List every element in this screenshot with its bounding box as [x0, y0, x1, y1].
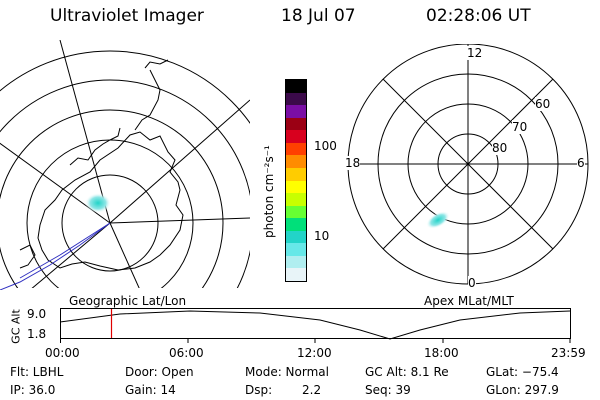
colorbar-segment: [286, 218, 306, 231]
altitude-axis-label: GC Alt: [9, 309, 23, 344]
mlt-0-label: 0: [468, 276, 476, 290]
geographic-map: [0, 40, 250, 290]
gc-alt-info: GC Alt: 8.1 Re: [365, 365, 449, 379]
colorbar-segment: [286, 243, 306, 256]
mlat-60-label: 60: [535, 97, 551, 111]
glon-info: GLon: 297.9: [486, 383, 559, 397]
glat-info: GLat: −75.4: [486, 365, 559, 379]
time-tick-2359: 23:59: [551, 346, 586, 360]
colorbar-tick-100: 100: [314, 139, 337, 153]
intensity-colorbar: [285, 79, 307, 282]
mlt-18-label: 18: [345, 156, 361, 170]
time-tick-1800: 18:00: [424, 346, 459, 360]
colorbar-segment: [286, 105, 306, 118]
instrument-title: Ultraviolet Imager: [50, 6, 204, 26]
gain-info: Gain: 14: [125, 383, 176, 397]
colorbar-segment: [286, 155, 306, 168]
apex-map: [347, 44, 589, 285]
aurora-patch-apex: [426, 211, 450, 229]
time-tick-0000: 00:00: [45, 346, 80, 360]
dsp-value: 2.2: [302, 383, 322, 397]
colorbar-segment: [286, 117, 306, 131]
geographic-caption: Geographic Lat/Lon: [69, 294, 187, 308]
colorbar-segment: [286, 142, 306, 156]
colorbar-segment: [286, 193, 306, 206]
aurora-patch-geo: [85, 193, 111, 213]
colorbar-segment: [286, 255, 306, 269]
altitude-ymin: 1.8: [27, 327, 47, 341]
altitude-plot: [60, 308, 571, 343]
mode-info: Mode: Normal: [245, 365, 329, 379]
colorbar-segment: [286, 180, 306, 194]
mlat-80-label: 80: [492, 141, 508, 155]
dsp-label: Dsp:: [245, 383, 273, 397]
colorbar-segment: [286, 230, 306, 244]
mlt-12-label: 12: [466, 46, 484, 60]
observation-time: 02:28:06 UT: [426, 6, 531, 26]
colorbar-segment: [286, 268, 306, 281]
observation-date: 18 Jul 07: [281, 6, 356, 26]
colorbar-segment: [286, 80, 306, 93]
colorbar-segment: [286, 130, 306, 143]
mlat-70-label: 70: [512, 120, 528, 134]
colorbar-segment: [286, 92, 306, 106]
time-tick-0600: 06:00: [169, 346, 204, 360]
ip-info: IP: 36.0: [10, 383, 56, 397]
colorbar-segment: [286, 167, 306, 181]
mlt-6-label: 6: [577, 156, 585, 170]
seq-info: Seq: 39: [365, 383, 411, 397]
apex-caption: Apex MLat/MLT: [424, 294, 514, 308]
filter-info: Flt: LBHL: [10, 365, 64, 379]
door-info: Door: Open: [125, 365, 194, 379]
altitude-ymax: 9.0: [27, 307, 47, 321]
time-tick-1200: 12:00: [297, 346, 332, 360]
colorbar-unit-label: photon cm⁻²s⁻¹: [262, 145, 276, 238]
colorbar-segment: [286, 205, 306, 219]
colorbar-tick-10: 10: [314, 229, 330, 243]
